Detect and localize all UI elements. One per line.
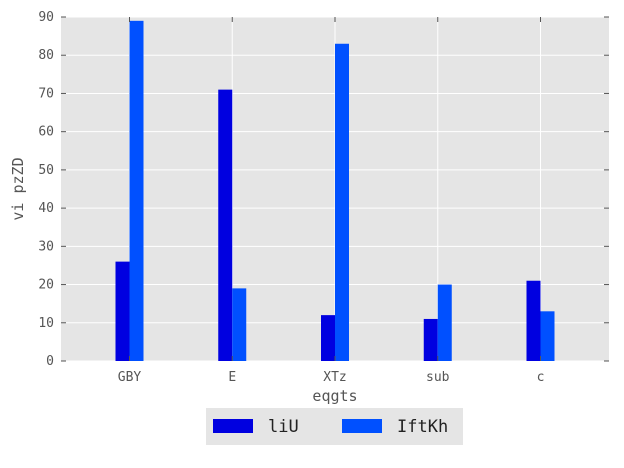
- bar-IftKh-sub: [437, 284, 452, 361]
- x-tick-label: sub: [426, 370, 450, 385]
- y-tick-label: 0: [46, 354, 54, 369]
- y-tick-label: 50: [38, 163, 54, 178]
- x-tick-label: c: [537, 370, 545, 385]
- y-tick-label: 90: [38, 10, 54, 25]
- y-tick-label: 20: [38, 278, 54, 293]
- x-tick-label: GBY: [118, 370, 142, 385]
- x-tick-label: E: [228, 370, 236, 385]
- bar-IftKh-XTz: [335, 43, 349, 361]
- x-axis-label: eqgts: [312, 387, 357, 405]
- y-tick-label: 30: [38, 239, 54, 254]
- y-axis-label: vi pzZD: [9, 157, 27, 220]
- bars: [115, 20, 555, 361]
- legend-label-liU: liU: [268, 417, 299, 437]
- legend: liU IftKh: [206, 408, 463, 445]
- y-tick-label: 40: [38, 201, 54, 216]
- bar-liU-E: [218, 89, 233, 361]
- y-axis-ticks: 0 10 20 30 40 50 60 70 80 90: [38, 10, 609, 369]
- bar-IftKh-GBY: [129, 20, 144, 361]
- bar-liU-c: [526, 280, 541, 361]
- y-tick-label: 10: [38, 316, 54, 331]
- bar-liU-XTz: [321, 315, 335, 361]
- y-tick-label: 80: [38, 48, 54, 63]
- legend-swatch-liU: [213, 419, 253, 433]
- bar-liU-sub: [423, 318, 438, 361]
- legend-swatch-IftKh: [342, 419, 382, 433]
- x-tick-label: XTz: [323, 370, 346, 385]
- bar-IftKh-E: [232, 288, 247, 361]
- y-tick-label: 60: [38, 125, 54, 140]
- y-tick-label: 70: [38, 86, 54, 101]
- x-axis-ticks: GBY E XTz sub c: [118, 17, 545, 385]
- legend-label-IftKh: IftKh: [397, 417, 448, 437]
- bar-liU-GBY: [115, 261, 130, 361]
- bar-IftKh-c: [540, 311, 555, 361]
